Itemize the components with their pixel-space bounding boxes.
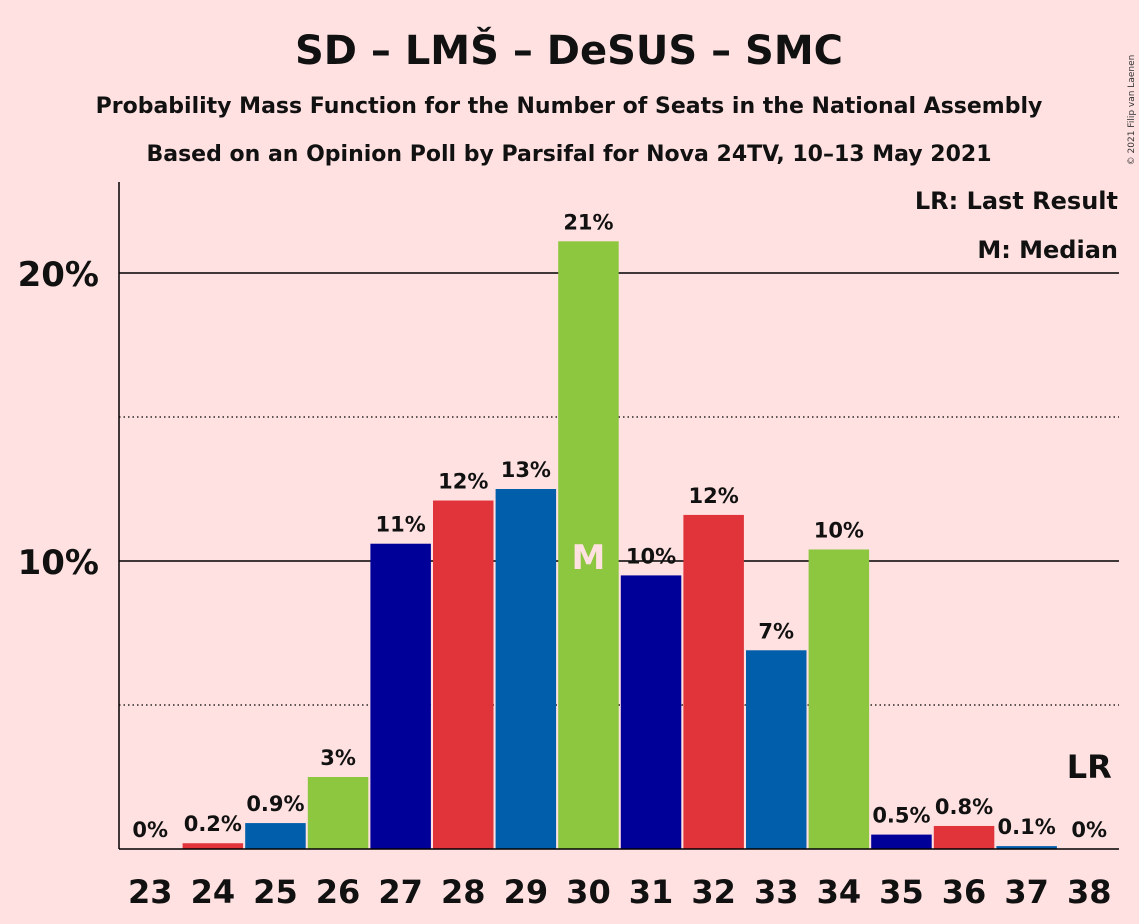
bar-31 xyxy=(620,575,682,849)
bar-25 xyxy=(245,823,306,849)
data-label-23: 0% xyxy=(132,818,168,842)
bar-33 xyxy=(746,650,807,849)
x-tick-label-27: 27 xyxy=(378,873,423,911)
chart-subtitle: Probability Mass Function for the Number… xyxy=(96,94,1043,119)
bar-36 xyxy=(933,825,995,849)
data-label-30: 21% xyxy=(563,210,613,234)
bar-28 xyxy=(433,500,494,849)
data-label-25: 0.9% xyxy=(246,792,304,816)
x-tick-label-33: 33 xyxy=(754,873,799,911)
x-tick-label-25: 25 xyxy=(253,873,298,911)
bar-27 xyxy=(370,543,431,849)
data-label-29: 13% xyxy=(501,458,551,482)
median-marker: M xyxy=(572,538,606,578)
bar-29 xyxy=(495,489,557,849)
chart-subtitle-2: Based on an Opinion Poll by Parsifal for… xyxy=(146,142,991,167)
x-tick-label-23: 23 xyxy=(128,873,173,911)
x-tick-label-24: 24 xyxy=(191,873,236,911)
x-tick-label-26: 26 xyxy=(316,873,361,911)
data-label-34: 10% xyxy=(814,518,864,542)
bar-34 xyxy=(808,549,870,849)
legend-last-result: LR: Last Result xyxy=(915,187,1118,215)
data-label-37: 0.1% xyxy=(998,815,1056,839)
bar-26 xyxy=(307,777,369,849)
x-tick-label-38: 38 xyxy=(1067,873,1112,911)
bar-30 xyxy=(558,241,619,849)
x-tick-label-36: 36 xyxy=(942,873,987,911)
last-result-marker: LR xyxy=(1067,748,1112,786)
grid: 10% 20% xyxy=(18,255,1119,706)
data-label-38: 0% xyxy=(1071,818,1107,842)
data-label-26: 3% xyxy=(320,746,356,770)
x-tick-label-31: 31 xyxy=(629,873,674,911)
legend-median: M: Median xyxy=(977,236,1118,264)
x-tick-label-35: 35 xyxy=(879,873,924,911)
data-label-36: 0.8% xyxy=(935,795,993,819)
chart-title: SD – LMŠ – DeSUS – SMC xyxy=(295,26,843,74)
data-label-33: 7% xyxy=(758,619,794,643)
x-tick-label-30: 30 xyxy=(566,873,611,911)
bar-32 xyxy=(683,514,744,849)
x-tick-label-37: 37 xyxy=(1004,873,1049,911)
data-label-31: 10% xyxy=(626,544,676,568)
bar-37 xyxy=(996,846,1057,849)
data-label-28: 12% xyxy=(438,470,488,494)
y-tick-label: 10% xyxy=(18,543,99,583)
bars xyxy=(182,241,1057,849)
data-label-35: 0.5% xyxy=(872,804,930,828)
y-tick-label: 20% xyxy=(18,255,99,295)
data-label-27: 11% xyxy=(376,513,426,537)
x-tick-label-28: 28 xyxy=(441,873,486,911)
bar-35 xyxy=(871,834,932,849)
data-label-32: 12% xyxy=(689,484,739,508)
data-label-24: 0.2% xyxy=(184,812,242,836)
x-tick-label-34: 34 xyxy=(817,873,862,911)
copyright-notice: © 2021 Filip van Laenen xyxy=(1127,55,1137,166)
x-tick-label-29: 29 xyxy=(504,873,549,911)
labels: 0% 23 0.2% 24 0.9% 25 3% 26 11% 27 12% 28 13% 29 21% 30… xyxy=(128,210,1112,911)
x-tick-label-32: 32 xyxy=(691,873,736,911)
bar-24 xyxy=(182,843,244,849)
